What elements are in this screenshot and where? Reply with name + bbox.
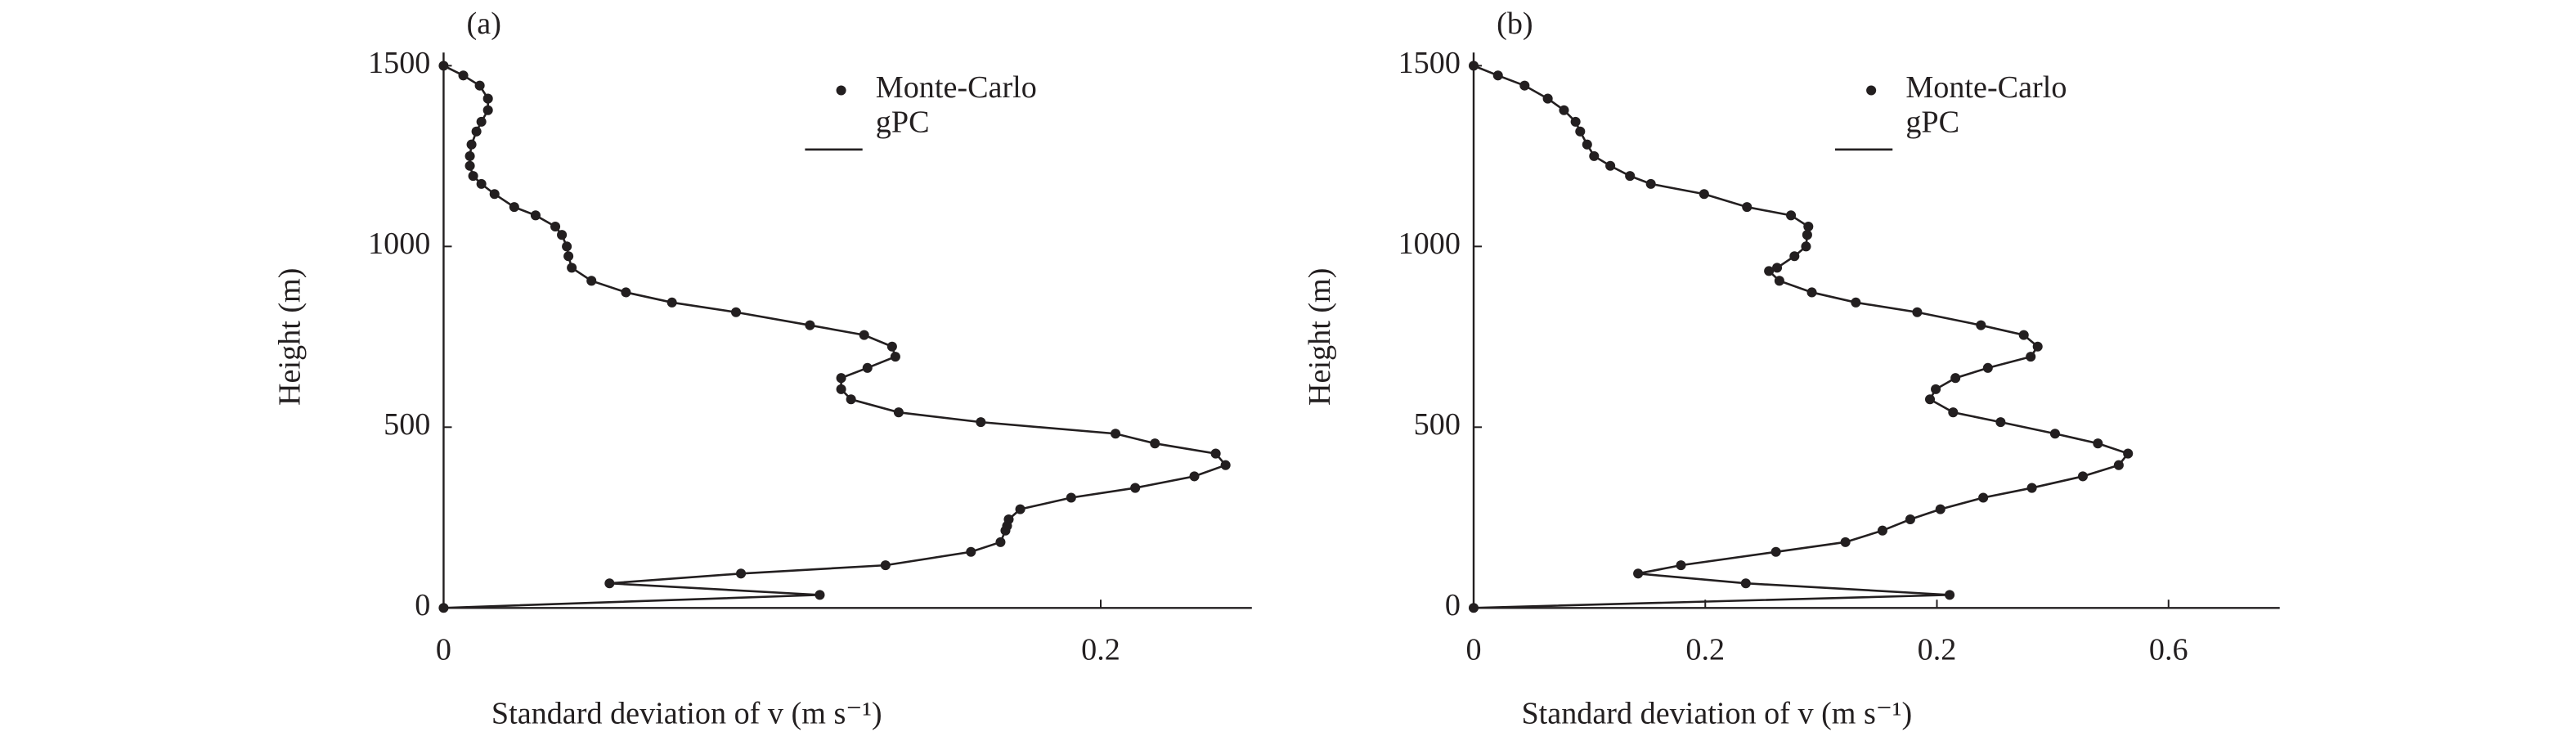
y-axis-label: Height (m) [272,268,307,406]
x-axis-label: Standard deviation of v (m s⁻¹) [491,697,882,731]
legend-dot [1866,85,1877,96]
x-tick-label: 0.2 [1918,632,1957,667]
y-tick-label: 500 [384,407,430,442]
gpc-line [442,65,1227,609]
x-tick-label: 0 [436,632,451,667]
chart-title: (b) [1497,7,1533,41]
chart: (a) 0 500 1000 1500 0 0.2 Standard deviation of… [272,7,1252,731]
chart: (b) 0 500 1000 1500 0 0.2 0.2 0.6 Standard deviat… [1303,7,2280,731]
legend-dot [836,85,846,96]
y-tick-label: 0 [1445,588,1461,622]
x-axis-label: Standard deviation of v (m s⁻¹) [1521,697,1912,731]
legend-label: gPC [1905,105,1959,139]
y-tick-label: 500 [1414,407,1461,442]
y-tick-label: 1000 [1398,227,1461,261]
x-tick-label: 0.2 [1685,632,1725,667]
chart-title: (a) [467,7,501,41]
legend-label: Monte-Carlo [876,70,1037,105]
x-tick-label: 0.6 [2149,632,2188,667]
y-tick-label: 1000 [368,227,430,261]
legend-label: gPC [876,105,930,139]
y-axis-label: Height (m) [1303,268,1337,406]
legend-label: Monte-Carlo [1905,70,2067,105]
y-tick-label: 0 [415,588,430,622]
gpc-line [1473,65,2130,609]
y-tick-label: 1500 [1398,46,1461,80]
y-tick-label: 1500 [368,46,430,80]
x-tick-label: 0 [1465,632,1481,667]
x-tick-label: 0.2 [1081,632,1120,667]
